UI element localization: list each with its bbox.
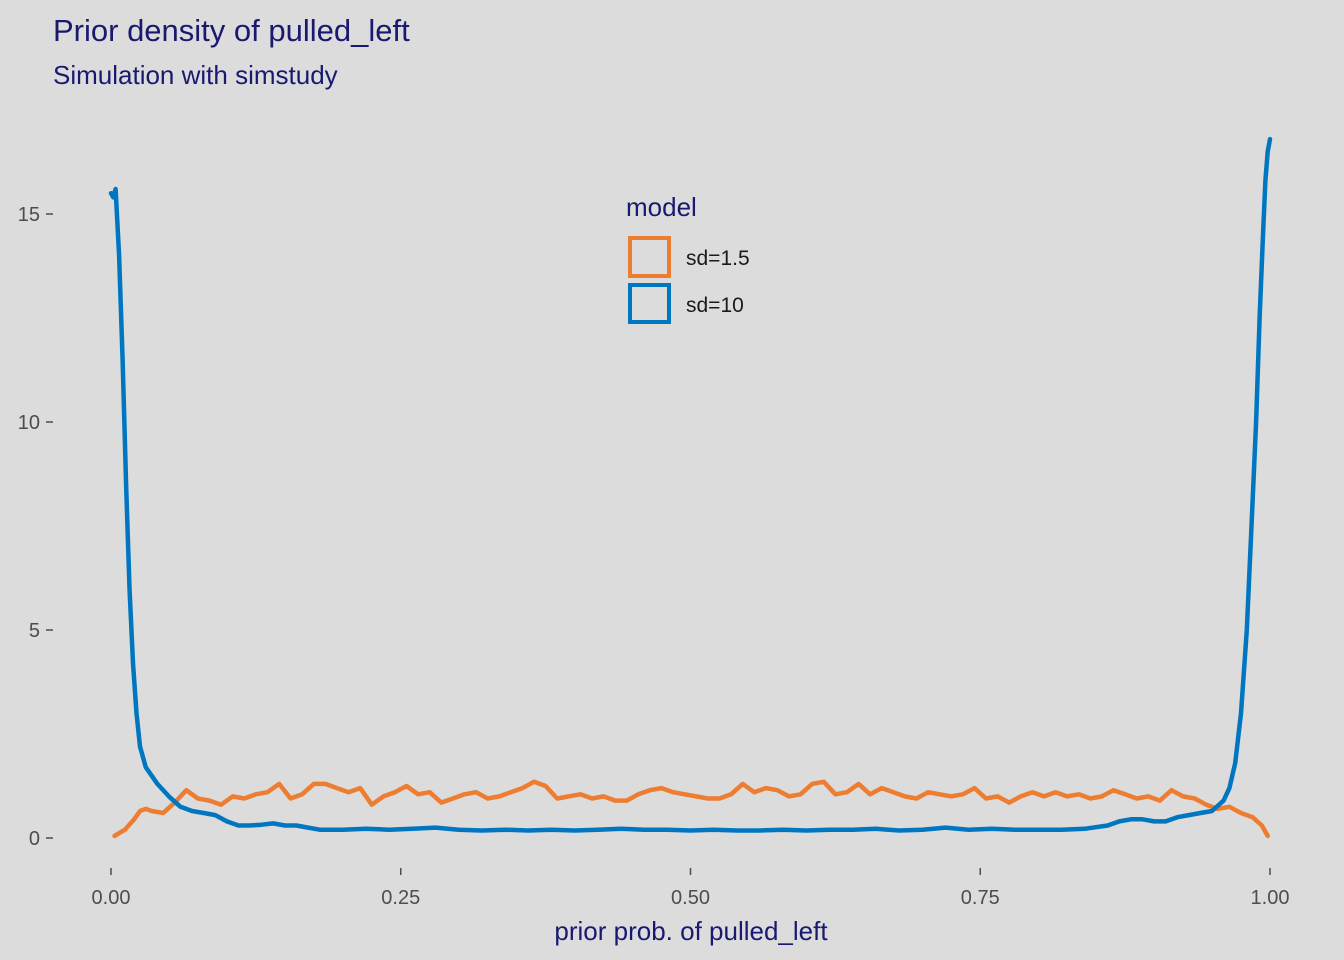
legend-key-sd10 xyxy=(628,283,671,324)
y-tick-label: 0 xyxy=(29,828,40,850)
x-tick-label: 0.25 xyxy=(381,887,420,909)
plot-lines xyxy=(108,136,1273,839)
y-tick-label: 10 xyxy=(18,412,40,434)
x-tick-label: 0.75 xyxy=(961,887,1000,909)
x-tick-label: 0.50 xyxy=(671,887,710,909)
legend-label-sd10: sd=10 xyxy=(686,294,744,317)
y-tick-label: 5 xyxy=(29,620,40,642)
series-line-sd10 xyxy=(108,136,1273,833)
x-tick-label: 0.00 xyxy=(92,887,131,909)
y-axis: 0 5 10 15 xyxy=(18,204,53,850)
x-axis-title: prior prob. of pulled_left xyxy=(554,916,828,946)
legend-title: model xyxy=(626,192,697,222)
legend-label-sd15: sd=1.5 xyxy=(686,247,750,270)
legend: model sd=1.5 sd=10 xyxy=(626,192,750,324)
x-tick-label: 1.00 xyxy=(1251,887,1290,909)
legend-key-sd15 xyxy=(628,236,671,278)
chart-subtitle: Simulation with simstudy xyxy=(53,60,338,90)
y-tick-label: 15 xyxy=(18,204,40,226)
x-axis: 0.00 0.25 0.50 0.75 1.00 xyxy=(92,868,1290,909)
series-line-sd15 xyxy=(112,779,1270,839)
chart-title: Prior density of pulled_left xyxy=(53,13,410,48)
